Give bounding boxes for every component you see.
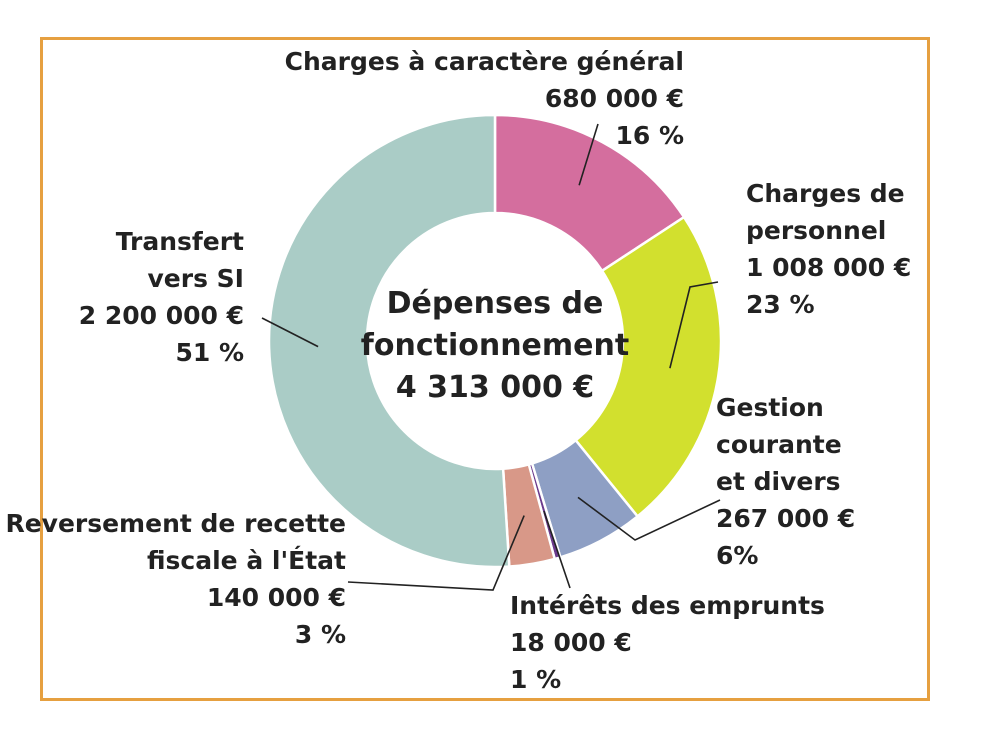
leader-line-transfert bbox=[261, 317, 319, 348]
slice-amount: 1 008 000 € bbox=[746, 253, 911, 282]
slice-label-charges-generales: Charges à caractère général 680 000 € 16… bbox=[285, 47, 684, 150]
leader-line-gestion-courante bbox=[577, 496, 721, 541]
slice-percent: 3 % bbox=[295, 620, 346, 649]
slice-amount: 267 000 € bbox=[716, 504, 855, 533]
center-line-3: 4 313 000 € bbox=[396, 370, 594, 405]
slice-label-text: personnel bbox=[746, 216, 886, 245]
center-line-2: fonctionnement bbox=[361, 328, 629, 363]
leader-line-interets bbox=[543, 510, 571, 589]
slice-amount: 2 200 000 € bbox=[79, 301, 244, 330]
slice-label-text: fiscale à l'État bbox=[147, 546, 346, 575]
slice-label-text: vers SI bbox=[148, 264, 244, 293]
slice-percent: 23 % bbox=[746, 290, 815, 319]
slice-label-text: Gestion bbox=[716, 393, 824, 422]
slice-label-text: Transfert bbox=[116, 227, 244, 256]
slice-label-transfert: Transfert vers SI 2 200 000 € 51 % bbox=[79, 227, 244, 367]
slice-label-reversement: Reversement de recette fiscale à l'État … bbox=[5, 509, 346, 649]
slice-percent: 6% bbox=[716, 541, 758, 570]
slice-label-interets: Intérêts des emprunts 18 000 € 1 % bbox=[510, 591, 825, 694]
slice-amount: 140 000 € bbox=[207, 583, 346, 612]
slice-percent: 51 % bbox=[175, 338, 244, 367]
slice-label-gestion-courante: Gestion courante et divers 267 000 € 6% bbox=[716, 393, 855, 570]
leader-line-reversement bbox=[347, 515, 525, 591]
leader-line-charges-generales bbox=[578, 123, 599, 186]
slice-label-personnel: Charges de personnel 1 008 000 € 23 % bbox=[746, 179, 911, 319]
slice-label-text: Intérêts des emprunts bbox=[510, 591, 825, 620]
slices-group bbox=[267, 113, 723, 569]
chart-frame bbox=[40, 37, 930, 701]
slice-label-text: Reversement de recette bbox=[5, 509, 346, 538]
slice-label-text: courante bbox=[716, 430, 842, 459]
slice-amount: 680 000 € bbox=[545, 84, 684, 113]
slice-personnel bbox=[573, 215, 723, 519]
slice-label-text: Charges de bbox=[746, 179, 905, 208]
slice-label-text: Charges à caractère général bbox=[285, 47, 684, 76]
slice-amount: 18 000 € bbox=[510, 628, 632, 657]
center-label: Dépenses de fonctionnement 4 313 000 € bbox=[361, 286, 629, 405]
slice-label-text: et divers bbox=[716, 467, 841, 496]
slice-percent: 16 % bbox=[615, 121, 684, 150]
center-line-1: Dépenses de bbox=[387, 286, 604, 321]
leader-line-personnel bbox=[669, 281, 719, 369]
slice-percent: 1 % bbox=[510, 665, 561, 694]
slice-transfert bbox=[267, 113, 511, 569]
leader-lines-group bbox=[261, 123, 721, 591]
